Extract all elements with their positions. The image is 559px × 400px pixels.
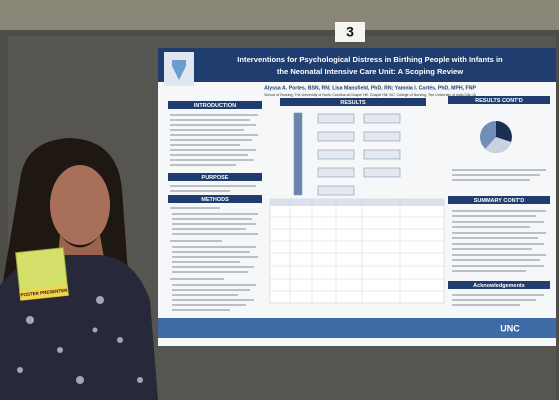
- section-header: [168, 173, 262, 181]
- person: POSTER PRESENTER: [0, 138, 158, 400]
- poster: Interventions for Psychological Distress…: [158, 48, 556, 346]
- upper-wall: [0, 0, 559, 30]
- section-header: [168, 101, 262, 109]
- footer-logo: UNC: [500, 323, 520, 333]
- section-title: RESULTS: [340, 100, 366, 106]
- floral-pattern: [17, 296, 143, 384]
- text-lines: [170, 114, 258, 166]
- section-title: SUMMARY CONT'D: [474, 198, 525, 204]
- section-header: [280, 98, 426, 106]
- section-title: INTRODUCTION: [194, 103, 236, 109]
- table-rows: [270, 199, 444, 303]
- section-title: METHODS: [201, 197, 229, 203]
- section-header: [448, 281, 550, 289]
- section-title: Acknowledgements: [473, 283, 525, 289]
- prisma-diagram: [293, 112, 401, 196]
- booth-number: 3: [346, 24, 354, 40]
- face: [50, 165, 110, 245]
- neck: [58, 235, 104, 258]
- poster-title: the Neonatal Intensive Care Unit: A Scop…: [277, 67, 463, 76]
- logo-mark: [172, 60, 186, 80]
- number-card: [335, 22, 365, 42]
- poster-affiliation: School of Nursing, The University of Nor…: [264, 93, 476, 97]
- badge-ribbon: [19, 285, 69, 301]
- section-header: [168, 195, 262, 203]
- text-lines: [170, 207, 258, 311]
- poster-title: Interventions for Psychological Distress…: [237, 55, 503, 64]
- pie-illustration: [480, 121, 512, 154]
- badge-label: POSTER PRESENTER: [20, 288, 68, 298]
- section-title: RESULTS CONT'D: [475, 98, 523, 104]
- section-title: PURPOSE: [202, 175, 229, 181]
- poster-header: [158, 48, 556, 82]
- section-header: [448, 96, 550, 104]
- table-header: [270, 199, 444, 206]
- section-header: [448, 196, 550, 204]
- poster-footer: [158, 318, 556, 338]
- study-table: [269, 198, 445, 304]
- text-lines: [452, 210, 546, 272]
- poster-authors: Alyssa A. Portes, BSN, RN; Lisa Mansfiel…: [264, 85, 476, 91]
